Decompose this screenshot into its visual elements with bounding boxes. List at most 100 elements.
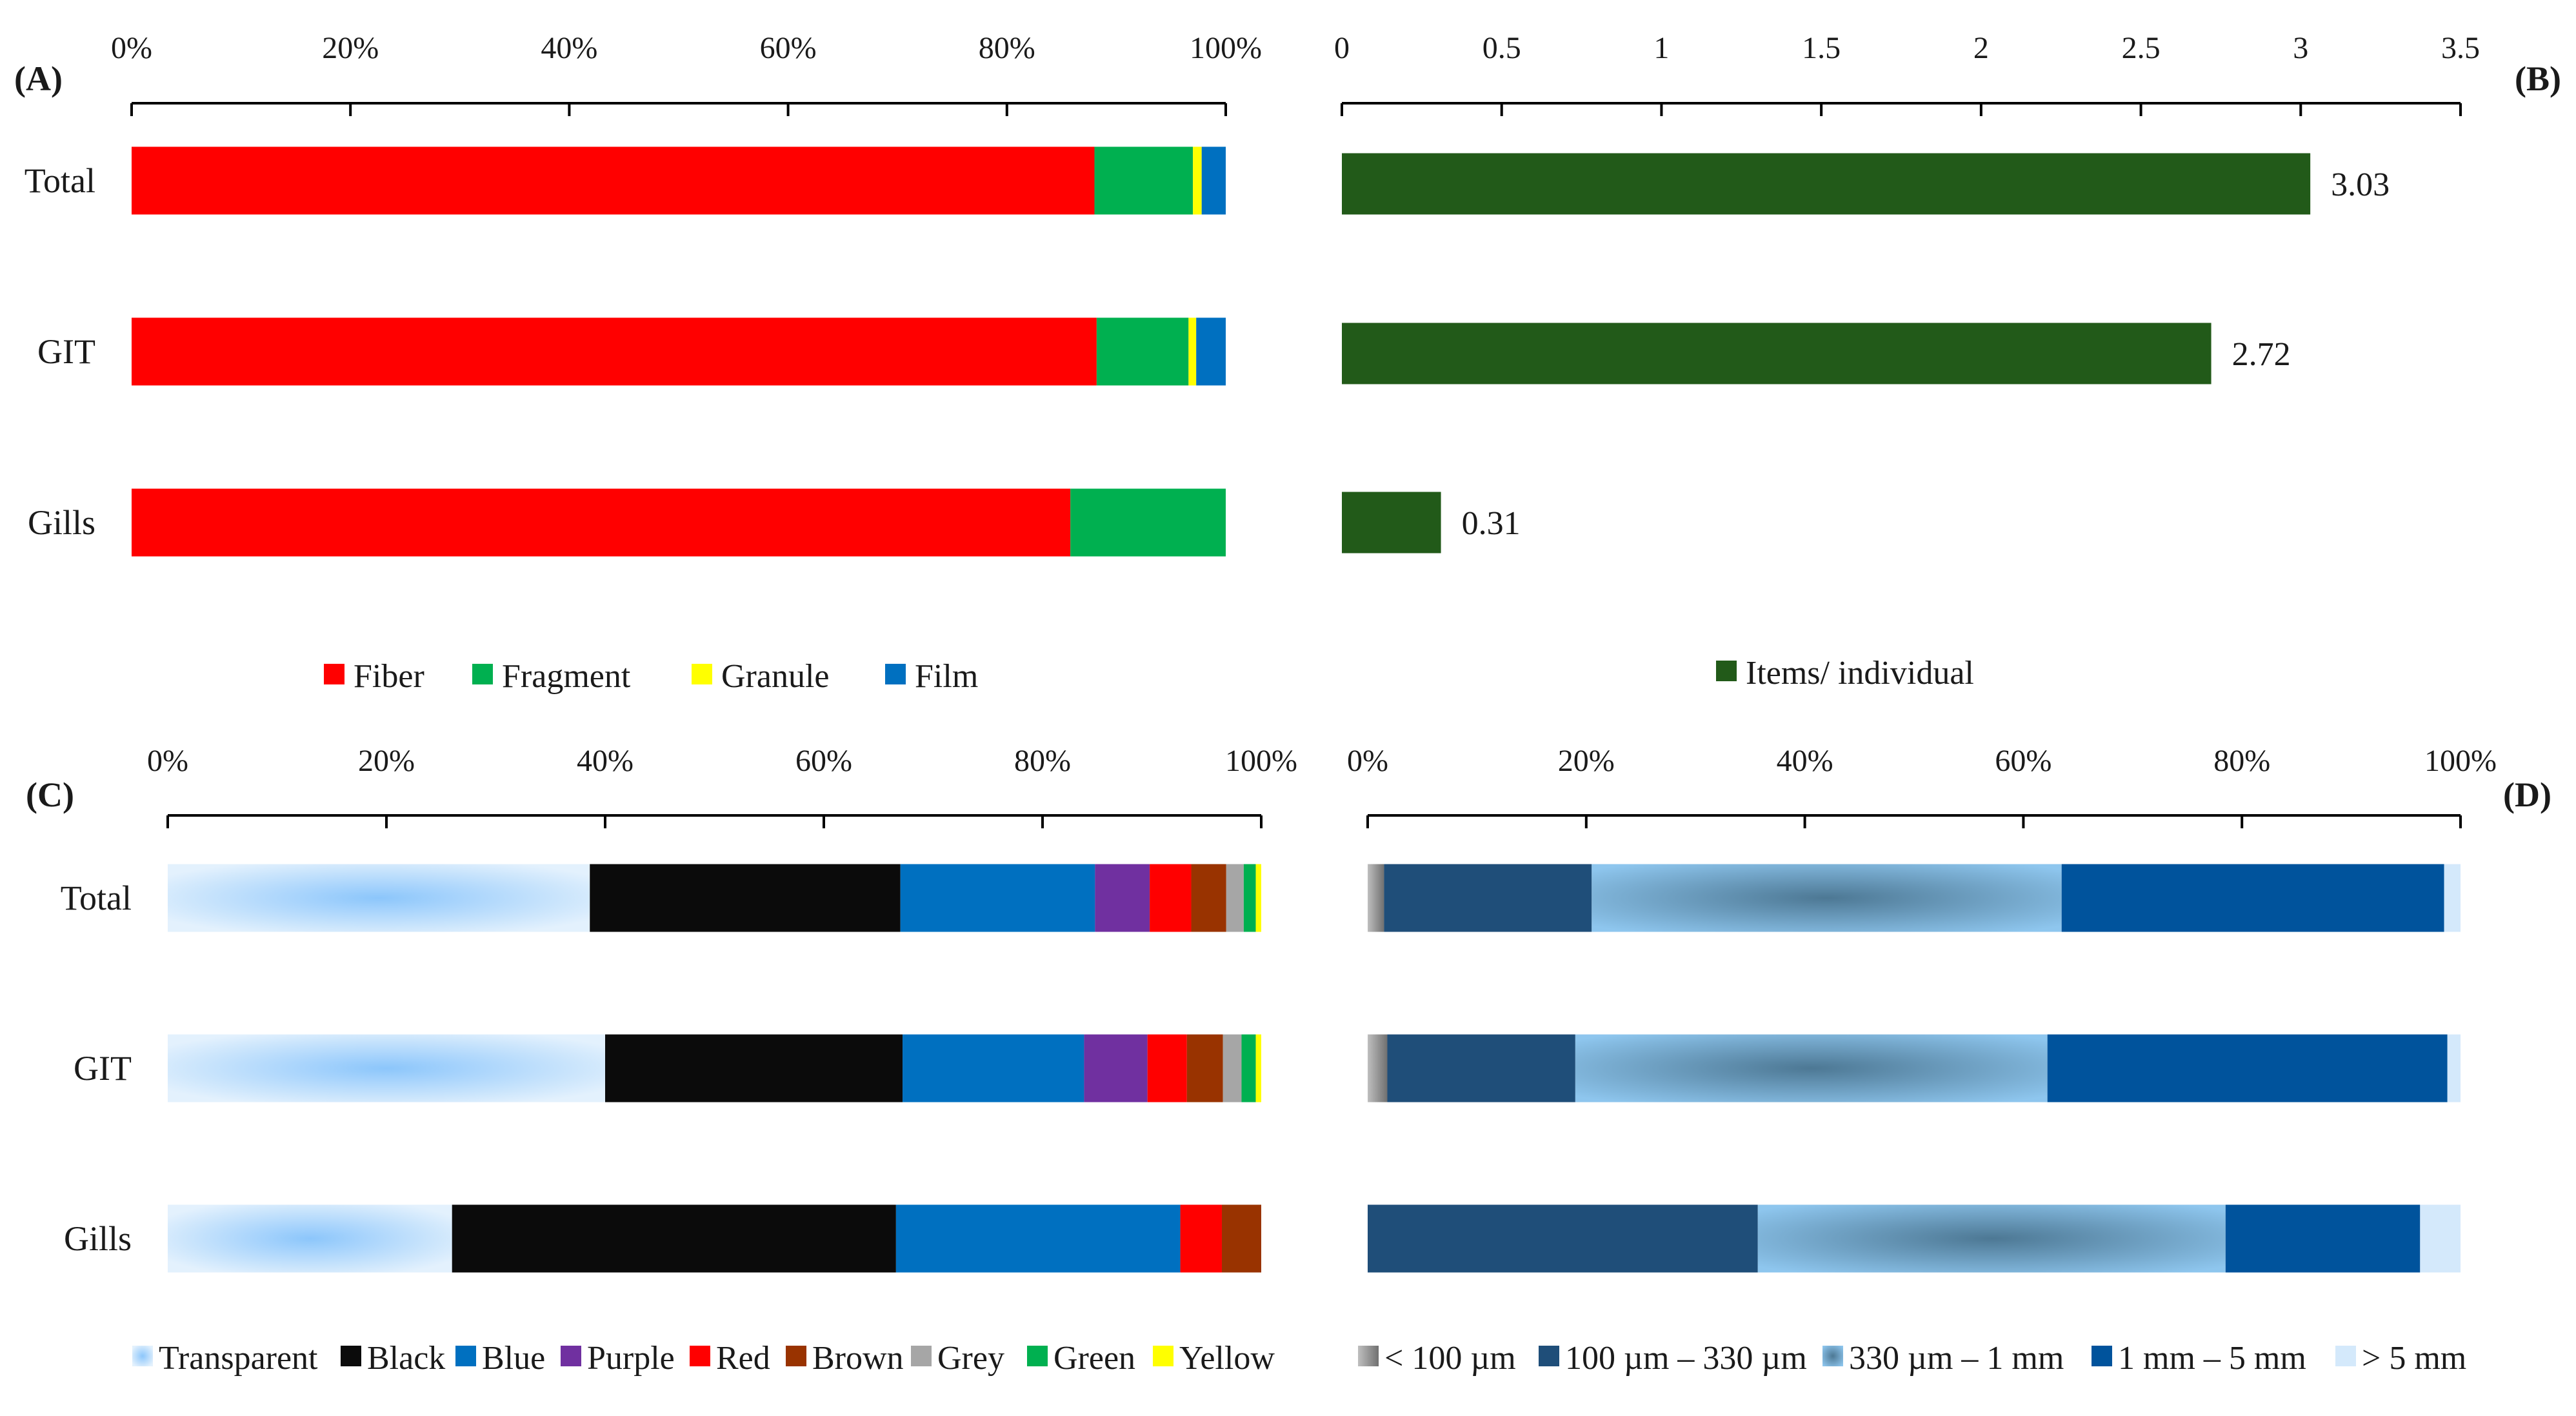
bar-gills-blue [895, 1204, 1181, 1273]
tick-label-0: 0% [111, 31, 152, 65]
data-label-gills: 0.31 [1462, 505, 1521, 542]
bar-gills-100-um-330-um [1368, 1204, 1758, 1273]
tick-label-80: 80% [2213, 744, 2270, 778]
bar-total-1-mm-5-mm [2061, 864, 2444, 932]
tick-label-60: 60% [760, 31, 817, 65]
tick-label-1-5: 1.5 [1802, 31, 1841, 65]
legend-label-purple: Purple [587, 1340, 675, 1377]
legend-swatch-film [885, 664, 906, 684]
tick-label-0: 0% [1347, 744, 1388, 778]
bar-git-fragment [1096, 317, 1189, 386]
legend-label-fiber: Fiber [354, 658, 424, 695]
bar-total-lt-100-um [1368, 864, 1384, 932]
bar-gills-330-um-1-mm [1757, 1204, 2226, 1273]
panel-b-label: (B) [2515, 59, 2561, 98]
category-label-total: Total [61, 879, 132, 917]
tick-label-80: 80% [1014, 744, 1071, 778]
bar-git-film [1196, 317, 1226, 386]
bar-git-330-um-1-mm [1575, 1034, 2048, 1102]
panel-a-bars [132, 146, 1226, 557]
bar-git-gt-5-mm [2447, 1034, 2461, 1102]
legend-label-yellow: Yellow [1179, 1340, 1275, 1377]
legend-label-transparent: Transparent [159, 1340, 318, 1377]
legend-swatch-purple [561, 1346, 581, 1366]
bar-total-330-um-1-mm [1592, 864, 2062, 932]
panel-d-ticks: 0% 20% 40% 60% 80% 100% [1347, 744, 2497, 828]
panel-b-ticks: 0 0.5 1 1.5 2 2.5 3 3.5 [1334, 31, 2480, 116]
panel-c-ticks: 0% 20% 40% 60% 80% 100% [147, 744, 1297, 828]
panel-c-label: (C) [26, 775, 74, 814]
tick-label-2: 2 [1973, 31, 1989, 65]
bar-git-red [1147, 1034, 1187, 1102]
tick-label-40: 40% [577, 744, 634, 778]
legend-swatch-green [1027, 1346, 1048, 1366]
category-label-gills: Gills [28, 503, 95, 542]
tick-label-40: 40% [1777, 744, 1833, 778]
legend-swatch-gt-5-mm [2335, 1346, 2356, 1366]
bar-git-purple [1084, 1034, 1148, 1102]
bar-git-green [1241, 1034, 1256, 1102]
bar-total-red [1150, 864, 1192, 932]
legend-swatch-granule [692, 664, 712, 684]
legend-label-100-um-330-um: 100 µm – 330 µm [1565, 1340, 1807, 1377]
tick-label-60: 60% [1995, 744, 2052, 778]
bar-total-green [1243, 864, 1256, 932]
tick-label-0: 0 [1334, 31, 1350, 65]
panel-d-bars [1368, 864, 2461, 1273]
bar-git-black [605, 1034, 903, 1102]
bar-gills [1342, 492, 1441, 553]
panel-a-legend: Fiber Fragment Granule Film [324, 658, 978, 695]
legend-swatch-yellow [1153, 1346, 1173, 1366]
tick-label-100: 100% [1225, 744, 1297, 778]
bar-total-fiber [132, 146, 1095, 215]
legend-swatch-330-um-1-mm [1822, 1346, 1843, 1366]
bar-total-film [1201, 146, 1226, 215]
bar-total-granule [1193, 146, 1202, 215]
panel-b-data-labels: 3.03 2.72 0.31 [1462, 166, 2390, 542]
bar-git-yellow [1255, 1034, 1261, 1102]
bar-gills-fiber [132, 488, 1071, 557]
tick-label-20: 20% [322, 31, 379, 65]
panel-a-categories: Total GIT Gills [25, 161, 95, 542]
bar-total-purple [1095, 864, 1150, 932]
legend-label-black: Black [367, 1340, 445, 1377]
bar-git-1-mm-5-mm [2047, 1034, 2448, 1102]
panel-a-label: (A) [14, 59, 63, 98]
bar-total-black [590, 864, 901, 932]
panel-d-legend: < 100 µm 100 µm – 330 µm 330 µm – 1 mm 1 mm… [1358, 1340, 2466, 1377]
panel-b-legend: Items/ individual [1716, 655, 1974, 692]
bar-total-fragment [1094, 146, 1193, 215]
bar-total-yellow [1255, 864, 1261, 932]
legend-label-grey: Grey [937, 1340, 1004, 1377]
panel-c: (C) 0% 20% 40% 60% 80% 100% Total GIT Gills Tra… [26, 744, 1297, 1377]
panel-c-bars [168, 864, 1261, 1273]
legend-swatch-fragment [472, 664, 493, 684]
category-label-git: GIT [37, 332, 95, 371]
tick-label-100: 100% [2424, 744, 2497, 778]
tick-label-0-5: 0.5 [1483, 31, 1521, 65]
bar-gills-gt-5-mm [2420, 1204, 2461, 1273]
bar-total-grey [1226, 864, 1244, 932]
bar-git-transparent [168, 1034, 605, 1102]
bar-gills-brown [1221, 1204, 1261, 1273]
bar-gills-transparent [168, 1204, 452, 1273]
tick-label-3-5: 3.5 [2441, 31, 2480, 65]
tick-label-40: 40% [541, 31, 597, 65]
legend-label-green: Green [1053, 1340, 1135, 1377]
bar-git-granule [1188, 317, 1197, 386]
legend-swatch-1-mm-5-mm [2092, 1346, 2112, 1366]
legend-label-brown: Brown [812, 1340, 904, 1377]
legend-swatch-red [690, 1346, 710, 1366]
tick-label-2-5: 2.5 [2122, 31, 2161, 65]
bar-total-gt-5-mm [2444, 864, 2461, 932]
legend-label-fragment: Fragment [502, 658, 631, 695]
category-label-total: Total [25, 161, 95, 200]
data-label-total: 3.03 [2331, 166, 2390, 203]
bar-total-blue [900, 864, 1095, 932]
legend-swatch-100-um-330-um [1539, 1346, 1559, 1366]
bar-gills-black [452, 1204, 896, 1273]
legend-swatch-fiber [324, 664, 344, 684]
panel-a: (A) 0% 20% 40% 60% 80% 100% Total GIT Gills Fib… [14, 31, 1262, 695]
legend-swatch-lt-100-um [1358, 1346, 1379, 1366]
legend-swatch-items-individual [1716, 661, 1737, 681]
